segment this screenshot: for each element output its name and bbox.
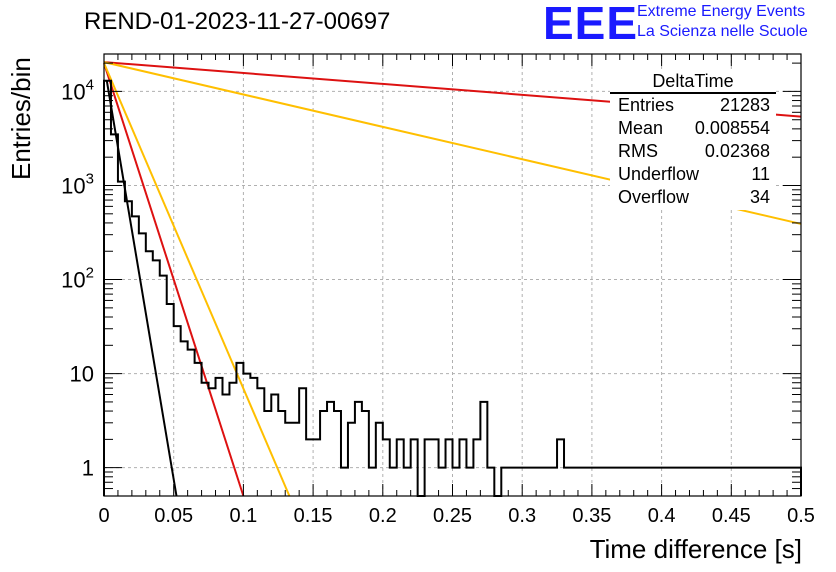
x-tick-label: 0 [98, 505, 109, 527]
y-tick-label: 10 [70, 362, 94, 387]
fit-line [103, 62, 245, 497]
x-tick-label: 0.1 [229, 505, 257, 527]
stats-box: DeltaTime Entries 21283 Mean 0.008554 RM… [610, 70, 776, 210]
stats-label: Underflow [618, 164, 700, 184]
stats-label: Entries [618, 95, 675, 115]
y-tick-label: 102 [61, 265, 94, 293]
x-tick-label: 0.35 [572, 505, 611, 527]
fit-line [103, 62, 291, 497]
stats-row-entries: Entries 21283 [610, 94, 776, 117]
x-tick-label: 0.15 [294, 505, 333, 527]
stats-title: DeltaTime [610, 70, 776, 94]
logo-line-2: La Scienza nelle Scuole [637, 23, 808, 40]
eee-logo: EEE [543, 0, 639, 49]
y-tick-label: 103 [61, 170, 94, 198]
x-tick-label: 0.45 [712, 505, 751, 527]
logo-line-1: Extreme Energy Events [637, 3, 806, 20]
stats-row-overflow: Overflow 34 [610, 186, 776, 209]
stats-label: RMS [618, 141, 658, 161]
stats-row-rms: RMS 0.02368 [610, 140, 776, 163]
chart-title: REND-01-2023-11-27-00697 [84, 8, 391, 35]
x-tick-labels: 0 0.05 0.1 0.15 0.2 0.25 0.3 0.35 0.4 0.45 0.5 [98, 505, 814, 527]
x-tick-label: 0.4 [648, 505, 676, 527]
x-axis-label: Time difference [s] [589, 534, 802, 564]
histogram-outline [103, 79, 802, 497]
x-tick-label: 0.3 [508, 505, 536, 527]
stats-row-mean: Mean 0.008554 [610, 117, 776, 140]
x-tick-label: 0.2 [369, 505, 397, 527]
stats-value: 34 [749, 187, 770, 207]
stats-value: 21283 [719, 95, 770, 115]
stats-value: 11 [751, 164, 770, 184]
x-tick-label: 0.5 [787, 505, 815, 527]
stats-value: 0.02368 [704, 141, 770, 161]
x-tick-label: 0.05 [154, 505, 193, 527]
y-tick-label: 1 [82, 456, 94, 481]
y-tick-label: 104 [61, 76, 94, 104]
y-tick-labels: 1 10 102 103 104 [61, 76, 94, 480]
histogram [103, 79, 802, 497]
x-tick-label: 0.25 [433, 505, 472, 527]
stats-label: Mean [618, 118, 664, 138]
stats-value: 0.008554 [694, 118, 770, 138]
stats-label: Overflow [618, 187, 690, 207]
axis-ticks [103, 54, 802, 497]
y-axis-label: Entries/bin [6, 57, 36, 180]
stats-row-underflow: Underflow 11 [610, 163, 776, 186]
